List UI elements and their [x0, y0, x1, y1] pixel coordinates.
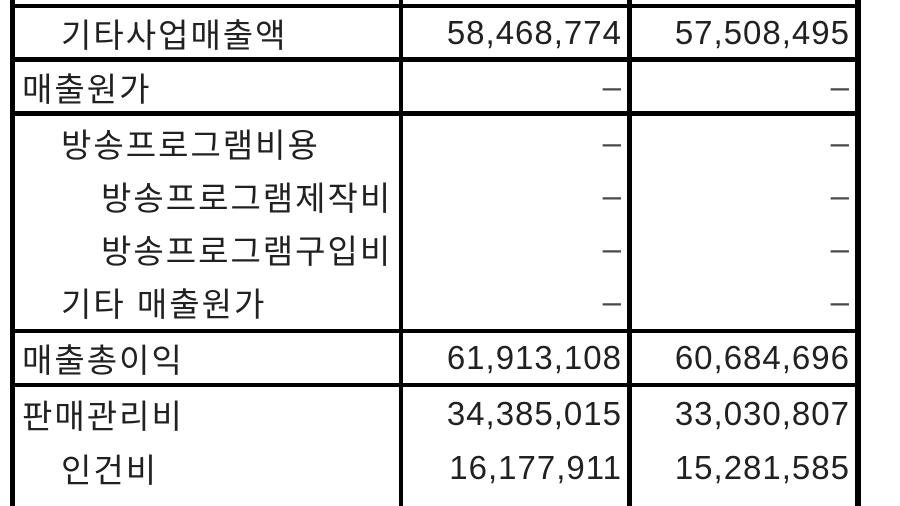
table-row: 방송프로그램구입비 – – [0, 222, 900, 275]
account-label: 판매관리비 [22, 398, 184, 435]
value-cell: 57,508,495 [674, 13, 850, 51]
value-cell: 33,030,807 [674, 395, 850, 432]
value-cell: – [602, 283, 622, 320]
table-row-border-2 [10, 111, 861, 116]
table-row: 판매관리비 34,385,015 33,030,807 [0, 387, 900, 441]
value-cell: 61,913,108 [446, 339, 622, 376]
account-label: 매출총이익 [22, 342, 184, 379]
table-row: 매출총이익 61,913,108 60,684,696 [0, 333, 900, 383]
account-label: 기타사업매출액 [61, 16, 288, 54]
table-row-border-4 [10, 383, 861, 387]
account-label: 기타 매출원가 [61, 286, 267, 323]
account-label: 매출원가 [22, 70, 152, 108]
table-row: 기타 매출원가 – – [0, 275, 900, 329]
value-cell: – [602, 123, 622, 161]
value-cell: – [602, 67, 622, 105]
value-cell: – [602, 176, 622, 214]
value-cell: 15,281,585 [674, 449, 850, 486]
value-cell: 16,177,911 [449, 449, 622, 486]
table-right-border [855, 0, 861, 506]
value-cell: 60,684,696 [674, 339, 850, 376]
table-row: 방송프로그램비용 – – [0, 116, 900, 169]
table-row: 기타사업매출액 58,468,774 57,508,495 [0, 8, 900, 57]
table-row-border-3 [10, 329, 861, 333]
value-cell: – [602, 229, 622, 267]
account-label: 방송프로그램비용 [61, 126, 320, 164]
table-row: 방송프로그램제작비 – – [0, 169, 900, 222]
table-column-divider-1 [399, 0, 403, 506]
value-cell: 34,385,015 [446, 395, 622, 432]
account-label: 방송프로그램구입비 [101, 232, 393, 270]
table-row: 인건비 16,177,911 15,281,585 [0, 441, 900, 495]
value-cell: – [830, 229, 850, 267]
account-label: 인건비 [61, 452, 159, 489]
table-column-divider-2 [627, 0, 632, 506]
table-left-border [10, 0, 15, 506]
value-cell: – [830, 176, 850, 214]
value-cell: – [830, 283, 850, 320]
value-cell: – [830, 123, 850, 161]
table-row-border-1 [10, 57, 861, 62]
table-row-border-top [10, 4, 861, 8]
table-row: 매출원가 – – [0, 62, 900, 111]
value-cell: – [830, 67, 850, 105]
account-label: 방송프로그램제작비 [101, 179, 393, 217]
value-cell: 58,468,774 [446, 13, 622, 51]
